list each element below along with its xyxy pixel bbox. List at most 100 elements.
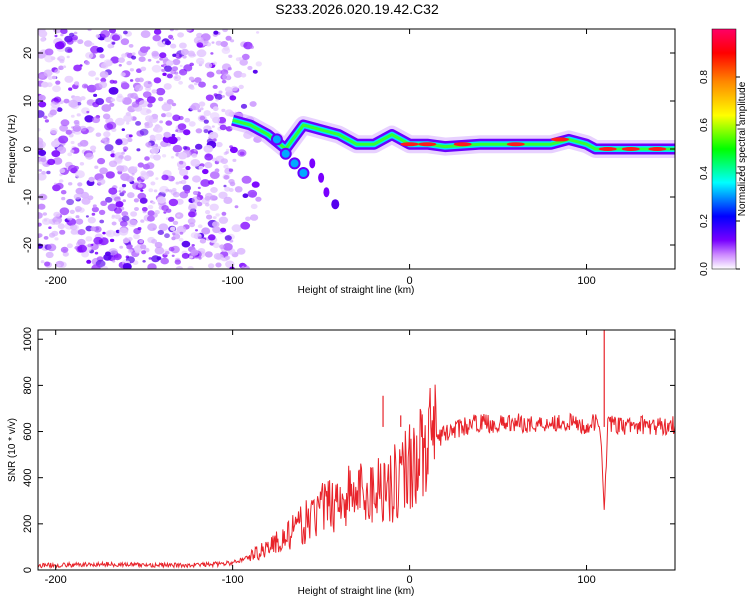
speckle-blob [58, 135, 69, 144]
speckle-blob [114, 157, 122, 164]
snr-y-label: SNR (10 * v/v) [7, 418, 18, 482]
speckle-blob [74, 81, 80, 86]
speckle-blob [198, 81, 206, 88]
colorbar-label: Normalized spectral amplitude [737, 81, 748, 216]
ridge-peak [550, 137, 569, 142]
speckle-blob [213, 30, 219, 35]
speckle-blob [212, 61, 217, 66]
speckle-blob [165, 120, 173, 126]
speckle-blob [119, 220, 128, 227]
speckle-blob [62, 65, 67, 68]
speckle-blob [171, 236, 176, 241]
speckle-blob [216, 69, 222, 75]
speckle-blob [215, 213, 220, 217]
speckle-blob [93, 93, 98, 97]
isolated-blob [331, 199, 340, 210]
speckle-blob [140, 189, 144, 192]
speckle-blob [175, 129, 179, 132]
speckle-blob [73, 31, 78, 35]
speckle-blob [131, 173, 135, 176]
speckle-blob [153, 125, 163, 133]
snr-y-tick-label: 800 [22, 376, 34, 394]
speckle-blob [177, 167, 183, 171]
speckle-blob [177, 123, 187, 131]
speckle-blob [95, 34, 101, 38]
colorbar-tick-label: 0.0 [699, 262, 710, 276]
speckle-blob [241, 175, 252, 184]
speckle-blob [59, 168, 66, 174]
speckle-blob [162, 41, 166, 44]
ridge-peak [453, 142, 472, 147]
speckle-blob [211, 157, 217, 162]
speckle-blob [121, 53, 127, 58]
speckle-blob [38, 94, 46, 101]
speckle-blob [96, 47, 104, 53]
speckle-blob [108, 160, 118, 168]
speckle-blob [52, 216, 63, 225]
speckle-blob [122, 146, 129, 151]
speckle-blob [121, 128, 126, 132]
speckle-blob [163, 211, 167, 214]
speckle-blob [64, 75, 74, 83]
speckle-blob [121, 183, 127, 188]
speckle-blob [219, 244, 225, 249]
speckle-blob [215, 40, 222, 46]
speckle-blob [75, 187, 84, 195]
speckle-blob [193, 36, 204, 45]
speckle-blob [223, 151, 228, 156]
speckle-blob [212, 84, 218, 89]
speckle-blob [158, 223, 169, 231]
speckle-blob [164, 233, 170, 239]
speckle-blob [99, 219, 105, 224]
speckle-blob [181, 252, 190, 259]
speckle-blob [115, 139, 123, 146]
speckle-blob [177, 32, 185, 38]
branch-blob [288, 157, 301, 170]
speckle-blob [212, 216, 217, 220]
speckle-blob [151, 255, 160, 263]
speckle-blob [157, 230, 164, 235]
speckle-blob [68, 99, 79, 108]
speckle-blob [256, 31, 260, 34]
speckle-blob [170, 226, 176, 231]
speckle-blob [204, 62, 213, 69]
speckle-blob [161, 113, 167, 118]
speckle-blob [158, 96, 164, 102]
speckle-blob [91, 264, 101, 269]
speckle-blob [85, 215, 89, 218]
speckle-blob [140, 170, 147, 176]
speckle-blob [245, 216, 251, 222]
speckle-blob [68, 87, 73, 91]
snr-x-tick-label: -200 [45, 574, 67, 586]
speckle-blob [195, 128, 203, 134]
speckle-blob [122, 97, 132, 105]
speckle-blob [70, 149, 75, 153]
heatmap-x-tick-label: -100 [222, 275, 244, 287]
speckle-blob [44, 55, 54, 63]
speckle-blob [168, 216, 175, 222]
speckle-blob [43, 115, 48, 120]
speckle-blob [98, 81, 108, 89]
speckle-blob [74, 206, 82, 212]
speckle-blob [91, 116, 101, 124]
speckle-blob [243, 264, 247, 267]
speckle-blob [90, 145, 97, 151]
speckle-blob [161, 103, 172, 112]
speckle-blob [70, 140, 75, 145]
speckle-blob [247, 189, 258, 198]
speckle-blob [197, 109, 202, 113]
speckle-blob [188, 121, 196, 127]
speckle-blob [105, 96, 114, 104]
speckle-blob [127, 219, 138, 227]
speckle-blob [38, 140, 46, 149]
speckle-blob [187, 218, 196, 225]
speckle-blob [105, 171, 115, 179]
heatmap-y-tick-label: 10 [22, 95, 34, 107]
speckle-blob [77, 238, 86, 246]
speckle-blob [131, 52, 136, 56]
speckle-blob [45, 251, 54, 259]
speckle-blob [122, 190, 126, 194]
speckle-blob [86, 110, 90, 114]
speckle-blob [101, 137, 107, 142]
speckle-blob [169, 29, 174, 32]
